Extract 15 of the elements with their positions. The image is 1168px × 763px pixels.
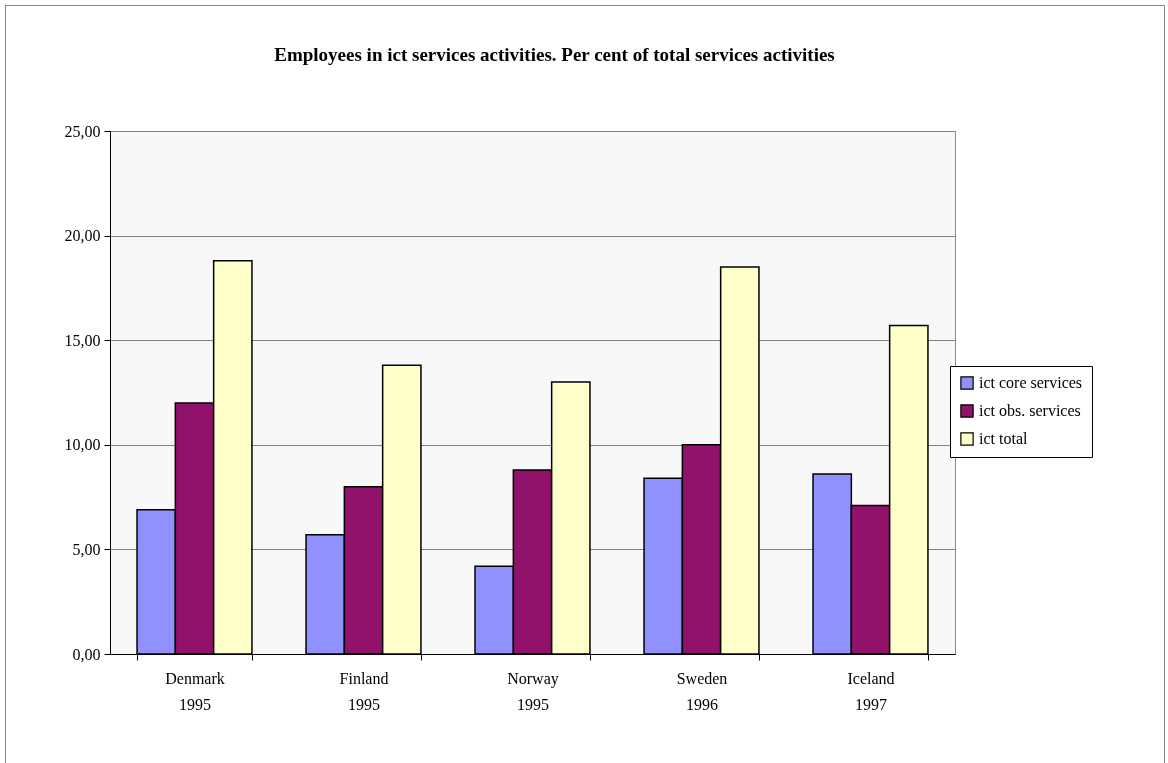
y-tick-label: 15,00 — [64, 331, 101, 349]
legend-label: ict total — [979, 430, 1028, 447]
y-tick-label: 25,00 — [64, 122, 101, 140]
x-tick-label: Denmark 1995 — [165, 669, 225, 713]
chart-title: Employees in ict services activities. Per cent of total services activities — [274, 44, 835, 65]
legend-label: ict obs. services — [979, 402, 1081, 419]
x-tick-label: Finland 1995 — [339, 669, 389, 713]
x-tick-label: Sweden 1996 — [676, 669, 728, 713]
y-tick-label: 10,00 — [64, 436, 101, 454]
x-tick-label: Norway 1995 — [507, 669, 559, 713]
legend-label: ict core services — [979, 374, 1083, 391]
y-tick-label: 5,00 — [72, 540, 101, 558]
y-tick-label: 20,00 — [64, 227, 101, 245]
y-tick-label: 0,00 — [72, 645, 101, 663]
x-tick-label: Iceland 1997 — [847, 669, 895, 713]
